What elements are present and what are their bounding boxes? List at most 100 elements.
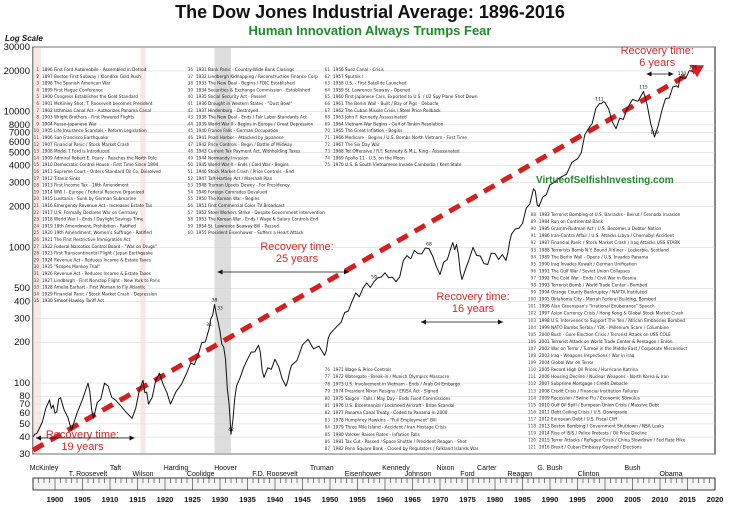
x-tick-label: 1940 bbox=[267, 495, 284, 504]
event-text: 1961 The Berlin Wall - Built / Bay of Pi… bbox=[333, 101, 439, 106]
event-number: 109 bbox=[528, 360, 536, 365]
data-label: 42 bbox=[228, 427, 234, 433]
event-number: 104 bbox=[528, 325, 536, 330]
event-text: 1956 Suez Canal - Crisis bbox=[333, 67, 384, 72]
y-tick-label: 7000 bbox=[9, 128, 30, 139]
x-tick-label: 1990 bbox=[542, 495, 559, 504]
president-label: Hoover bbox=[214, 465, 237, 472]
data-label: 33 bbox=[217, 306, 223, 312]
event-text: 1933 The New Deal - Begins / FDIC Establ… bbox=[196, 81, 295, 86]
chart-title: The Dow Jones Industrial Average: 1896-2… bbox=[175, 2, 565, 22]
event-text: 1946 Stock Market Crash / Price Controls… bbox=[196, 169, 294, 174]
recovery-arrow-head bbox=[668, 71, 674, 77]
event-text: 1914 WW I - Europe / Federal Reserve Org… bbox=[42, 189, 145, 194]
event-text: 1951 First Commercial Color TV Broadcast bbox=[196, 203, 285, 208]
event-number: 80 bbox=[325, 396, 331, 401]
trend-arrow-head bbox=[690, 65, 704, 78]
event-number: 32 bbox=[34, 278, 40, 283]
event-number: 30 bbox=[34, 264, 40, 269]
event-text: 2016 Brexit / Cuban Embassy Opened / Ele… bbox=[539, 445, 642, 450]
event-number: 17 bbox=[34, 176, 40, 181]
event-text: 1935 Social Security Act - Passed bbox=[196, 94, 266, 99]
y-tick-label: 30 bbox=[19, 449, 30, 460]
event-text: 1990 Iraq Invades Kuwait / German Unific… bbox=[539, 261, 637, 266]
president-label: Coolidge bbox=[187, 471, 215, 478]
event-text: 1996 Alan Greenspan's "Irrational Exuber… bbox=[539, 304, 655, 309]
event-number: 22 bbox=[34, 210, 40, 215]
president-label: Nixon bbox=[437, 465, 455, 472]
event-text: 1904 Russo-Japanese War bbox=[42, 121, 97, 126]
event-number: 38 bbox=[188, 81, 194, 86]
event-text: 1912 Titanic Sinks bbox=[42, 176, 80, 181]
event-number: 105 bbox=[528, 332, 536, 337]
event-number: 57 bbox=[188, 210, 194, 215]
event-text: 1920 19th Amendment, Women's Suffrage - … bbox=[42, 230, 152, 235]
data-label: 34 bbox=[206, 322, 212, 328]
event-number: 28 bbox=[34, 251, 40, 256]
y-tick-label: 400 bbox=[14, 296, 30, 307]
x-tick-label: 1930 bbox=[212, 495, 229, 504]
data-label: 59 bbox=[371, 275, 377, 281]
event-text: 1980 Volcker Raises Rates - Inflation Fa… bbox=[333, 432, 420, 437]
president-label: Eisenhower bbox=[345, 471, 382, 478]
y-tick-label: 30000 bbox=[4, 42, 30, 53]
event-text: 1998 U.S. Intervenes to Support The Yen … bbox=[539, 318, 685, 323]
event-text: 1991 The Gulf War / Soviet Union Collaps… bbox=[539, 268, 630, 273]
event-number: 85 bbox=[325, 432, 331, 437]
event-text: 1983 Terrorist Bombing of U.S. Barracks … bbox=[539, 212, 681, 217]
event-text: 2001 Terrorist Attack on World Trade Cen… bbox=[539, 339, 673, 344]
event-text: 1982 Penn Square Bank - Closed by Regula… bbox=[333, 446, 479, 451]
event-text: 1985 Gramm-Rudman Act / U.S. Becomes a D… bbox=[539, 226, 662, 231]
event-number: 36 bbox=[188, 67, 194, 72]
event-number: 33 bbox=[34, 285, 40, 290]
event-number: 2 bbox=[36, 74, 39, 79]
event-number: 14 bbox=[34, 155, 40, 160]
president-label: Obama bbox=[660, 471, 683, 478]
event-number: 88 bbox=[531, 212, 537, 217]
x-tick-label: 2015 bbox=[679, 495, 696, 504]
event-text: 1896 First Ford Automobile - Assembled i… bbox=[42, 67, 147, 72]
event-text: 1957 Sputnik I bbox=[333, 74, 363, 79]
event-text: 2014 Rise of ISIS / Police Protests / Oi… bbox=[539, 431, 647, 436]
event-number: 91 bbox=[531, 233, 537, 238]
event-number: 58 bbox=[188, 217, 194, 222]
event-number: 18 bbox=[34, 183, 40, 188]
event-number: 64 bbox=[325, 87, 331, 92]
event-number: 27 bbox=[34, 244, 40, 249]
event-number: 108 bbox=[528, 353, 536, 358]
event-text: 2015 Terror Attacks / Refugee Crisis / C… bbox=[539, 438, 686, 443]
event-number: 120 bbox=[528, 438, 536, 443]
event-text: 1940 France Falls - German Occupation bbox=[196, 128, 279, 133]
event-number: 40 bbox=[188, 94, 194, 99]
x-tick-label: 1945 bbox=[294, 495, 311, 504]
event-text: 1911 Supreme Court - Orders Standard Oil… bbox=[42, 169, 161, 174]
event-number: 56 bbox=[188, 203, 194, 208]
event-text: 1963 John F. Kennedy Assassinated bbox=[333, 115, 407, 120]
event-number: 47 bbox=[188, 142, 194, 147]
event-text: 1970 U.S. & South Vietnamese Invade Camb… bbox=[333, 162, 462, 167]
president-label: Clinton bbox=[578, 471, 600, 478]
website-label: VirtueofSelfishInvesting.com bbox=[536, 175, 674, 186]
event-text: 1936 Drought in Western States - "Dust B… bbox=[196, 101, 292, 106]
event-text: 1975 Saigon - Falls / May Day - Ends Fix… bbox=[333, 396, 450, 401]
event-number: 78 bbox=[325, 381, 331, 386]
event-number: 1 bbox=[36, 67, 39, 72]
event-text: 1949 Foreign Comrades Devalued bbox=[196, 189, 268, 194]
event-number: 100 bbox=[528, 297, 536, 302]
y-tick-label: 60 bbox=[19, 408, 30, 419]
event-number: 83 bbox=[325, 417, 331, 422]
event-number: 97 bbox=[531, 275, 537, 280]
event-text: 1930 Smoot-Hawley Tariff Act bbox=[42, 298, 104, 303]
event-number: 75 bbox=[325, 162, 331, 167]
event-number: 69 bbox=[325, 121, 331, 126]
event-text: 2004 Global War on Terror bbox=[539, 360, 594, 365]
y-tick-label: 300 bbox=[14, 313, 30, 324]
event-text: 1986 Iran-Contra Affair / U.S. Attacks L… bbox=[539, 233, 674, 238]
event-number: 84 bbox=[325, 425, 331, 430]
president-label: G. Bush bbox=[537, 465, 562, 472]
event-number: 121 bbox=[528, 445, 536, 450]
event-text: 1934 Securities & Exchange Commission - … bbox=[196, 87, 311, 92]
event-number: 9 bbox=[36, 121, 39, 126]
